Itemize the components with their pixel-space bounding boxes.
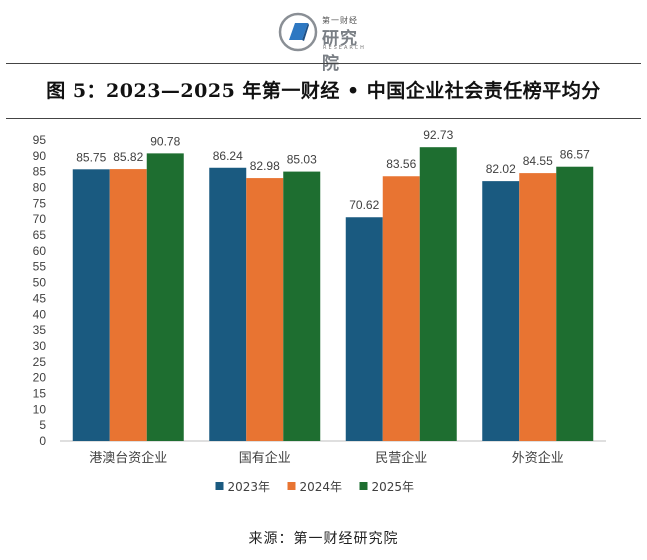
y-tick-label: 85 — [33, 165, 47, 179]
data-label: 90.78 — [150, 134, 180, 148]
y-tick-label: 50 — [33, 276, 47, 290]
x-tick-label: 外资企业 — [512, 450, 564, 466]
bar — [556, 166, 594, 442]
bar — [72, 169, 110, 441]
title-top-rule — [6, 63, 641, 64]
logo: 第一财经 研究院 RESEARCH — [278, 12, 370, 74]
x-tick-label: 民营企业 — [375, 450, 427, 466]
y-tick-label: 65 — [33, 228, 47, 242]
data-label: 82.02 — [486, 162, 516, 176]
y-tick-label: 30 — [33, 339, 47, 353]
data-label: 85.03 — [287, 153, 317, 167]
legend-swatch — [215, 482, 224, 490]
legend-swatch — [287, 482, 296, 490]
y-tick-label: 0 — [39, 434, 46, 448]
bar — [419, 147, 457, 441]
y-tick-label: 20 — [33, 371, 47, 385]
bar — [519, 173, 557, 442]
x-tick-label: 国有企业 — [239, 450, 291, 466]
y-tick-label: 95 — [33, 133, 47, 147]
y-tick-label: 55 — [33, 260, 47, 274]
y-tick-label: 90 — [33, 149, 47, 163]
bar — [246, 178, 284, 441]
y-tick-label: 80 — [33, 181, 47, 195]
bar — [283, 171, 321, 441]
bar — [345, 217, 383, 441]
logo-main-text: 研究院 — [322, 29, 358, 74]
bar — [482, 181, 520, 441]
y-tick-label: 45 — [33, 291, 47, 305]
chart-title: 图 5：2023—2025 年第一财经 • 中国企业社会责任榜平均分 — [46, 80, 601, 102]
y-tick-label: 75 — [33, 196, 47, 210]
data-label: 92.73 — [423, 128, 453, 142]
data-label: 84.55 — [523, 154, 553, 168]
research-logo-icon — [278, 12, 318, 52]
title-bottom-rule — [6, 118, 641, 119]
logo-sub-text: RESEARCH — [323, 45, 366, 51]
data-label: 86.24 — [213, 149, 243, 163]
source-note: 来源：第一财经研究院 — [248, 531, 399, 547]
legend-label: 2023年 — [228, 480, 271, 494]
data-label: 82.98 — [250, 159, 280, 173]
data-label: 85.75 — [76, 150, 106, 164]
y-tick-label: 15 — [33, 386, 47, 400]
y-tick-label: 70 — [33, 212, 47, 226]
y-tick-label: 25 — [33, 355, 47, 369]
bar — [109, 169, 147, 441]
legend-label: 2025年 — [372, 480, 415, 494]
x-tick-label: 港澳台资企业 — [89, 450, 167, 466]
y-tick-label: 5 — [39, 418, 46, 432]
y-tick-label: 60 — [33, 244, 47, 258]
data-label: 83.56 — [386, 157, 416, 171]
y-tick-label: 40 — [33, 307, 47, 321]
bar — [382, 176, 420, 441]
legend-swatch — [359, 482, 368, 490]
data-label: 85.82 — [113, 150, 143, 164]
data-label: 70.62 — [349, 198, 379, 212]
legend-label: 2024年 — [300, 480, 343, 494]
bar — [209, 167, 247, 441]
y-tick-label: 35 — [33, 323, 47, 337]
y-tick-label: 10 — [33, 402, 47, 416]
logo-small-text: 第一财经 — [322, 16, 358, 25]
data-label: 86.57 — [560, 148, 590, 162]
bar — [146, 153, 184, 442]
